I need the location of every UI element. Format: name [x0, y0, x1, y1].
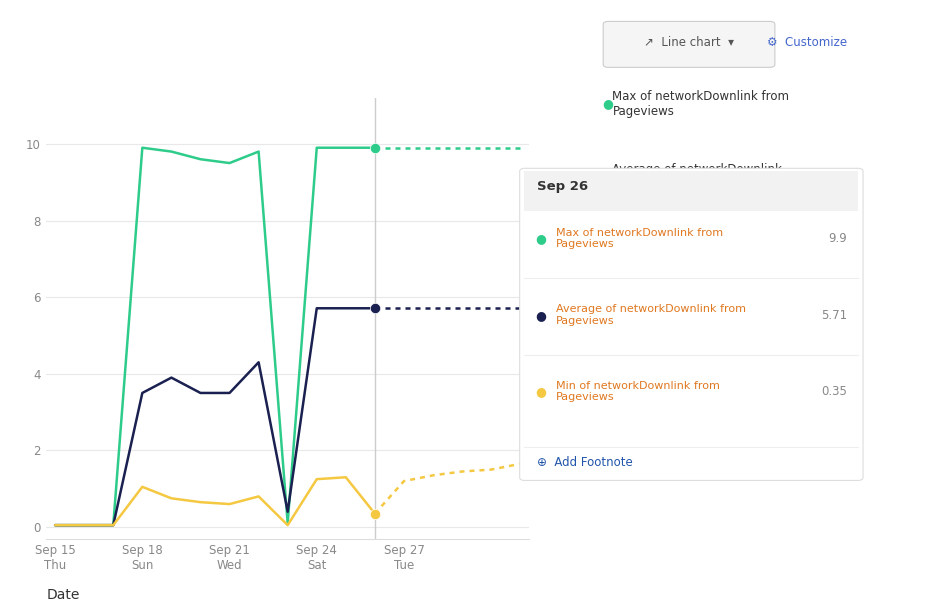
Point — [367, 509, 382, 518]
Text: ●: ● — [602, 171, 613, 184]
Text: ●: ● — [535, 308, 546, 322]
Text: Max of networkDownlink from
Pageviews: Max of networkDownlink from Pageviews — [555, 228, 722, 250]
Text: ↗  Line chart  ▾: ↗ Line chart ▾ — [643, 36, 732, 50]
Text: 5.71: 5.71 — [820, 308, 846, 322]
Text: ●: ● — [602, 97, 613, 111]
Text: ⊕  Add Footnote: ⊕ Add Footnote — [537, 455, 632, 469]
Text: ●: ● — [535, 385, 546, 398]
Text: ⚙  Customize: ⚙ Customize — [767, 36, 846, 50]
Text: Sep 26: Sep 26 — [537, 180, 588, 193]
Text: ●: ● — [535, 232, 546, 245]
Text: Min of networkDownlink from
Pageviews: Min of networkDownlink from Pageviews — [612, 237, 785, 265]
Text: 0.35: 0.35 — [820, 385, 846, 398]
Text: 9.9: 9.9 — [828, 232, 846, 245]
Text: Min of networkDownlink from
Pageviews: Min of networkDownlink from Pageviews — [555, 381, 719, 403]
Point — [367, 304, 382, 313]
Text: Average of networkDownlink
from Pageviews: Average of networkDownlink from Pageview… — [612, 163, 781, 192]
Text: ●: ● — [602, 244, 613, 258]
Point — [367, 143, 382, 152]
Text: Date: Date — [46, 588, 80, 602]
Text: Average of networkDownlink from
Pageviews: Average of networkDownlink from Pageview… — [555, 304, 745, 326]
Text: Max of networkDownlink from
Pageviews: Max of networkDownlink from Pageviews — [612, 90, 789, 118]
